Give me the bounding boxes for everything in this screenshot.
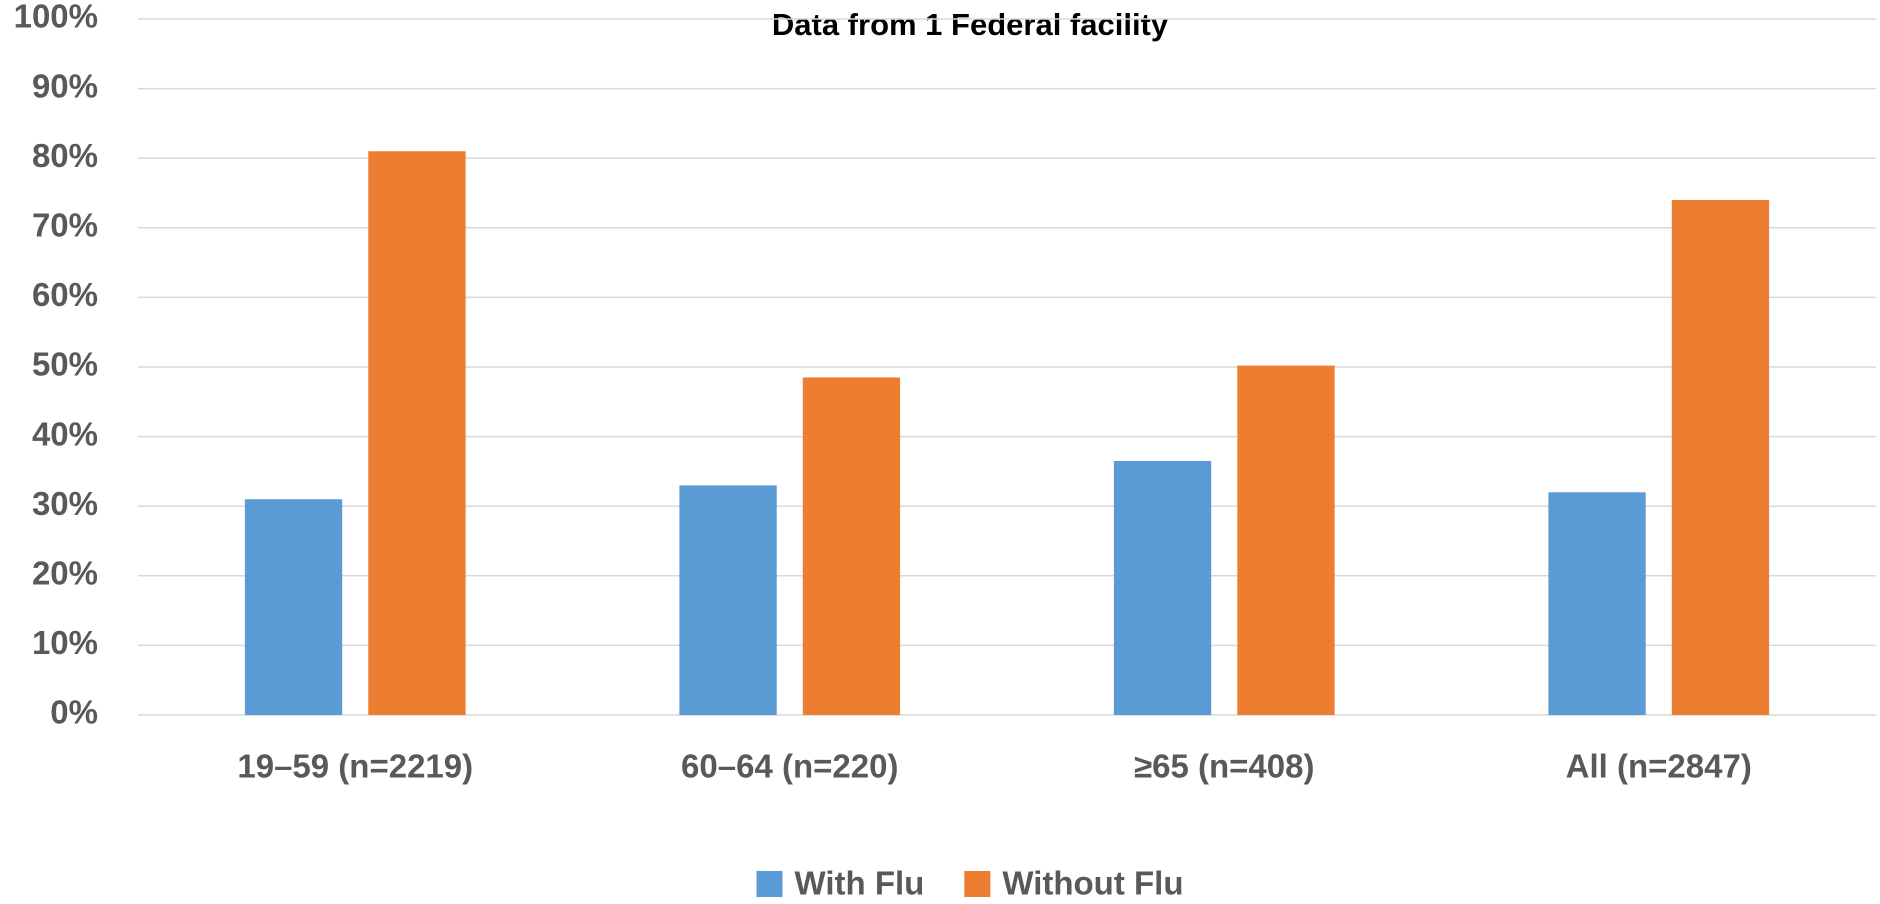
- bar: [679, 485, 777, 715]
- bar: [244, 499, 343, 715]
- bar: [802, 377, 901, 715]
- chart-title: Data from 1 Federal facility: [772, 7, 1169, 42]
- legend-label: Without Flu: [1002, 865, 1183, 902]
- bar: [1548, 492, 1646, 715]
- y-tick-label: 40%: [32, 415, 98, 452]
- y-tick-label: 70%: [32, 207, 98, 244]
- y-tick-label: 20%: [32, 555, 98, 592]
- y-tick-label: 100%: [14, 0, 98, 35]
- bar: [368, 151, 466, 716]
- legend-label: With Flu: [795, 865, 925, 902]
- y-tick-label: 10%: [32, 624, 98, 661]
- x-tick-label: 19–59 (n=2219): [237, 748, 473, 785]
- x-tick-label: All (n=2847): [1566, 748, 1752, 785]
- y-tick-label: 80%: [32, 137, 98, 174]
- y-tick-label: 60%: [32, 276, 98, 313]
- x-tick-label: 60–64 (n=220): [681, 748, 898, 785]
- legend-swatch: [756, 871, 783, 897]
- bar: [1113, 460, 1212, 715]
- bar: [1671, 199, 1770, 715]
- y-tick-label: 30%: [32, 485, 98, 522]
- y-tick-label: 50%: [32, 346, 98, 383]
- y-tick-label: 90%: [32, 67, 98, 104]
- bar: [1237, 365, 1335, 715]
- x-tick-label: ≥65 (n=408): [1134, 748, 1314, 785]
- legend-swatch: [964, 871, 991, 897]
- y-tick-label: 0%: [50, 694, 98, 731]
